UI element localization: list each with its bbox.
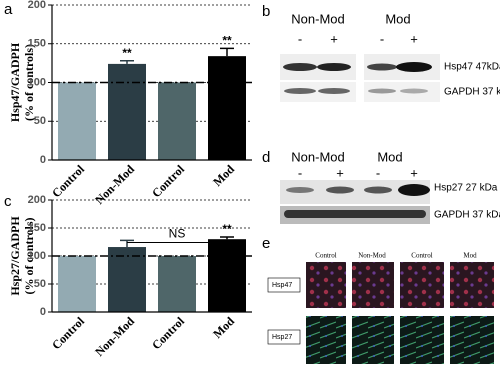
- treatment-label: -: [298, 165, 302, 180]
- error-bar: [120, 239, 134, 248]
- treatment-label: +: [410, 165, 418, 180]
- error-bar: [220, 47, 234, 57]
- y-axis-unit: (% of controls): [22, 217, 36, 294]
- bar: [208, 56, 246, 160]
- comparison-label: NS: [169, 227, 186, 241]
- y-axis-unit: (% of controls): [22, 44, 36, 121]
- y-tick-label: 150: [28, 222, 46, 234]
- y-tick-label: 50: [34, 115, 46, 127]
- panel-label: c: [4, 193, 12, 210]
- column-label: Mod: [463, 252, 477, 260]
- column-label: Control: [315, 252, 336, 260]
- bar: [108, 247, 146, 312]
- y-tick-label: 100: [28, 250, 46, 262]
- y-tick-label: 0: [40, 306, 46, 318]
- treatment-label: +: [336, 165, 344, 180]
- band-label: GAPDH 37 kDa: [444, 87, 500, 98]
- treatment-label: -: [380, 31, 384, 46]
- significance: **: [222, 34, 232, 48]
- column-label: Control: [411, 252, 432, 260]
- row-label: Hsp27: [272, 334, 292, 341]
- y-tick-label: 0: [40, 154, 46, 166]
- bar: [158, 256, 196, 312]
- panel-label: a: [4, 1, 13, 18]
- y-tick-label: 150: [28, 38, 46, 50]
- x-tick-label: Control: [49, 162, 87, 200]
- x-tick-label: Control: [149, 162, 187, 200]
- group-label: Non-Mod: [291, 11, 344, 26]
- bar: [158, 82, 196, 160]
- treatment-label: -: [298, 31, 302, 46]
- y-tick-label: 100: [28, 76, 46, 88]
- blot: [280, 54, 440, 102]
- group-label: Mod: [377, 149, 402, 164]
- panel-label: b: [262, 3, 270, 20]
- y-axis-label: Hsp27/GADPH: [8, 216, 22, 296]
- band-label: GAPDH 37 kDa: [434, 210, 500, 221]
- bar: [208, 239, 246, 312]
- y-axis-label: Hsp47/GADPH: [8, 42, 22, 122]
- x-tick-label: Mod: [210, 162, 237, 189]
- x-tick-label: Non-Mod: [92, 162, 137, 207]
- significance: **: [222, 222, 232, 236]
- micrograph: [306, 262, 494, 364]
- treatment-label: +: [330, 31, 338, 46]
- blot: [280, 180, 430, 224]
- group-label: Non-Mod: [291, 149, 344, 164]
- band-label: Hsp27 27 kDa: [434, 183, 498, 194]
- error-bar: [120, 60, 134, 64]
- band-label: Hsp47 47kDa: [444, 62, 500, 73]
- y-tick-label: 50: [34, 278, 46, 290]
- x-tick-label: Control: [149, 314, 187, 352]
- significance: **: [122, 46, 132, 60]
- row-label: Hsp47: [272, 282, 292, 289]
- x-tick-label: Non-Mod: [92, 314, 137, 359]
- bar: [58, 256, 96, 312]
- bar: [108, 63, 146, 160]
- group-label: Mod: [385, 11, 410, 26]
- column-label: Non-Mod: [358, 252, 386, 260]
- panel-label: d: [262, 149, 270, 166]
- y-tick-label: 200: [28, 0, 46, 11]
- x-tick-label: Mod: [210, 314, 237, 341]
- panel-label: e: [262, 235, 270, 252]
- bar: [58, 82, 96, 160]
- x-tick-label: Control: [49, 314, 87, 352]
- treatment-label: +: [410, 31, 418, 46]
- y-tick-label: 200: [28, 194, 46, 206]
- treatment-label: -: [376, 165, 380, 180]
- error-bar: [220, 236, 234, 240]
